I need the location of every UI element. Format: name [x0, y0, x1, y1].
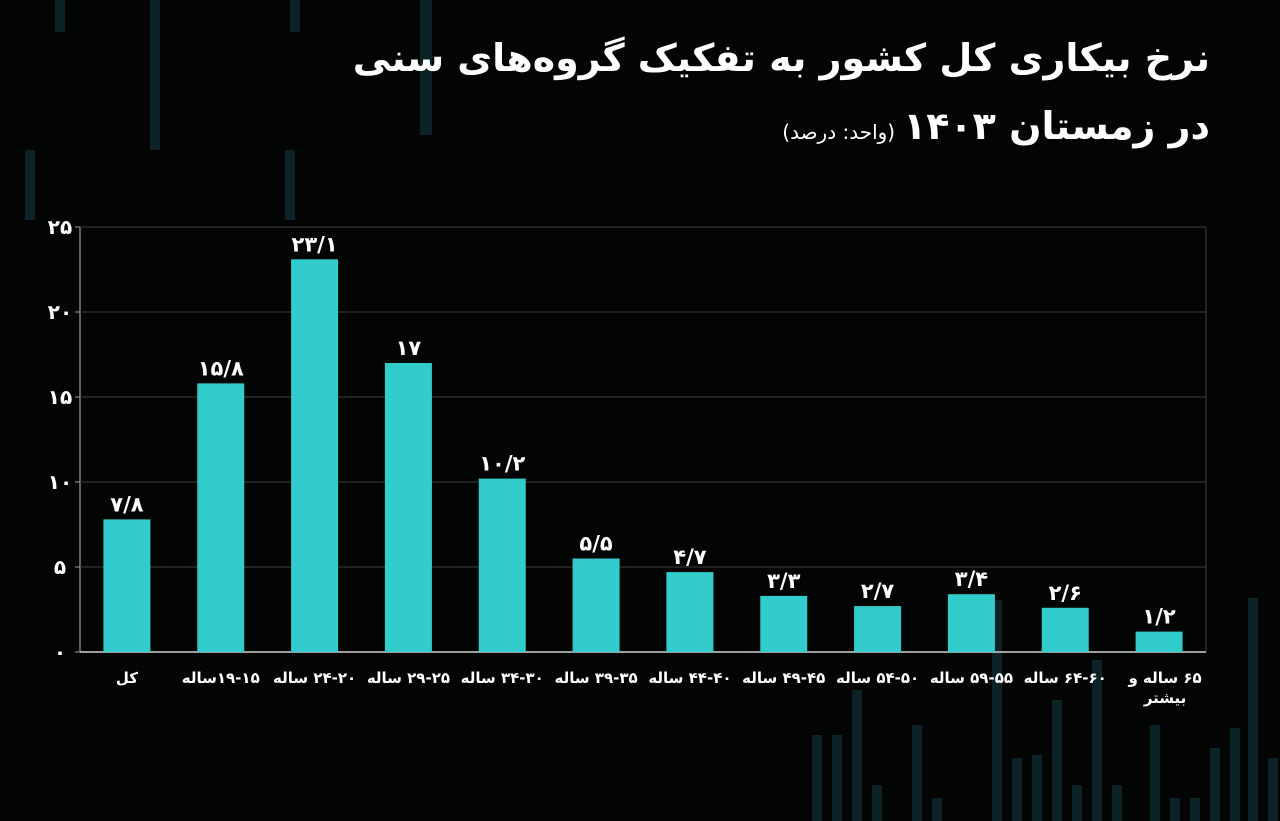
bar-value-label: ۳/۳	[767, 569, 800, 593]
decor-bar	[150, 0, 160, 150]
decor-bar	[832, 735, 842, 821]
decor-bar	[1052, 700, 1062, 821]
decor-bar	[1092, 660, 1102, 821]
x-tick-label: ۴۴-۴۰ ساله	[648, 669, 731, 687]
y-tick-label: ۵	[54, 555, 66, 579]
bar	[103, 519, 151, 652]
decor-bar	[1190, 798, 1200, 821]
bar	[666, 572, 714, 652]
decor-bar	[1210, 748, 1220, 821]
bar	[291, 259, 339, 652]
y-tick-label: ۰	[54, 640, 66, 664]
decor-bar	[992, 600, 1002, 821]
bar-value-label: ۵/۵	[579, 532, 612, 556]
bar	[1135, 631, 1183, 652]
decor-bar	[1268, 758, 1278, 821]
bar	[947, 594, 995, 652]
decor-bar	[1072, 785, 1082, 821]
x-tick-label: ۶۴-۶۰ ساله	[1024, 669, 1107, 687]
bar	[197, 383, 245, 652]
decor-bar	[1032, 755, 1042, 821]
bar	[760, 595, 808, 652]
x-tick-label: ۱۹-۱۵ساله	[182, 669, 260, 687]
x-tick-label: ۳۴-۳۰ ساله	[461, 669, 544, 687]
decor-bar	[1112, 785, 1122, 821]
decor-bar	[872, 785, 882, 821]
bar-value-label: ۲/۶	[1049, 581, 1082, 605]
x-tick-label: کل	[116, 669, 138, 687]
bar	[572, 558, 620, 652]
bar-value-label: ۱۰/۲	[479, 452, 525, 476]
y-tick-label: ۱۰	[48, 470, 72, 494]
chart-title-season: در زمستان ۱۴۰۳	[903, 104, 1210, 148]
decor-bar	[290, 0, 300, 32]
decor-bar	[912, 725, 922, 821]
y-tick-label: ۲۵	[48, 215, 72, 239]
bar-value-label: ۱/۲	[1142, 605, 1175, 629]
decor-bar	[420, 0, 432, 135]
y-tick-label: ۱۵	[48, 385, 72, 409]
decor-bar	[812, 735, 822, 821]
decor-bar	[1230, 728, 1240, 821]
chart-title-line2: در زمستان ۱۴۰۳ (واحد: درصد)	[782, 104, 1210, 148]
x-tick-label: ۵۹-۵۵ ساله	[930, 669, 1013, 687]
decor-bar	[852, 690, 862, 821]
bar-value-label: ۴/۷	[673, 545, 706, 569]
decor-bar	[55, 0, 65, 32]
bar	[384, 363, 432, 652]
bar-value-label: ۱۷	[396, 336, 422, 360]
x-tick-label: ۴۹-۴۵ ساله	[742, 669, 825, 687]
bar	[478, 478, 526, 652]
bar-value-label: ۳/۴	[955, 567, 988, 591]
unit-note: (واحد: درصد)	[782, 120, 896, 144]
x-tick-label: ۵۴-۵۰ ساله	[836, 669, 919, 687]
decor-bar	[25, 150, 35, 220]
x-tick-label: ۲۴-۲۰ ساله	[273, 669, 356, 687]
bar-value-label: ۲۳/۱	[292, 232, 338, 256]
decor-bar	[1170, 798, 1180, 821]
y-tick-label: ۲۰	[48, 300, 72, 324]
bar-value-label: ۷/۸	[110, 492, 143, 516]
decor-bar	[1248, 598, 1258, 821]
x-tick-label: ۳۹-۳۵ ساله	[554, 669, 637, 687]
decor-bar	[932, 798, 942, 821]
decor-bar	[1150, 725, 1160, 821]
bar-value-label: ۲/۷	[861, 579, 894, 603]
x-tick-label: ۲۹-۲۵ ساله	[367, 669, 450, 687]
x-tick-label: ۶۵ ساله و بیشتر	[1127, 669, 1201, 707]
bar	[854, 606, 902, 652]
bar-value-label: ۱۵/۸	[198, 356, 244, 380]
bar	[1041, 607, 1089, 652]
decor-bar	[285, 150, 295, 220]
chart-title-line1: نرخ بیکاری کل کشور به تفکیک گروه‌های سنی	[352, 36, 1210, 80]
decor-bar	[1012, 758, 1022, 821]
